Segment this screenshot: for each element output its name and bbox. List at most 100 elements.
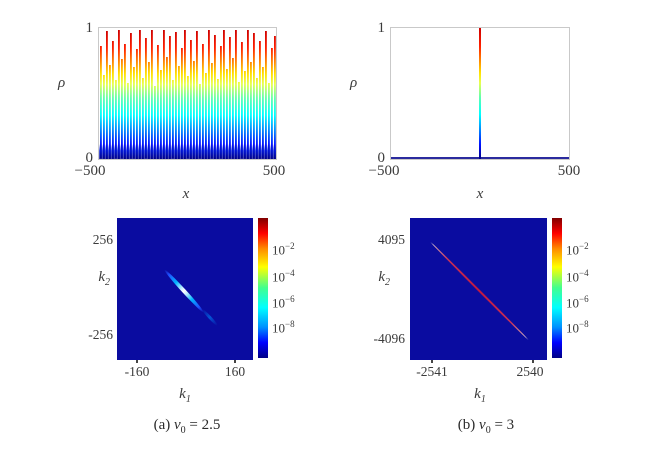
density-spike	[193, 60, 195, 159]
density-spike	[202, 43, 204, 159]
density-spike	[190, 39, 192, 159]
density-spike	[217, 79, 219, 159]
x-tick-label-neg500-a: −500	[74, 163, 106, 179]
density-spike	[175, 31, 177, 159]
y-axis-label-rho-a: ρ	[58, 75, 66, 91]
colorbar-tick-1e-8-a: 10−8	[272, 319, 295, 336]
density-spike	[178, 66, 180, 159]
y-tick-label-0-b: 0	[377, 150, 386, 166]
caption-a: (a) v0 = 2.5	[153, 417, 221, 436]
density-spike	[169, 35, 171, 159]
x-tick-mark-2540	[532, 360, 534, 363]
density-spike	[271, 47, 273, 159]
density-spike	[112, 41, 114, 159]
density-spike	[166, 56, 168, 159]
density-spike	[199, 84, 201, 159]
density-spike	[268, 83, 270, 159]
anti-diagonal-streak-faint	[201, 308, 219, 327]
density-spike	[127, 83, 129, 159]
density-spike	[259, 41, 261, 159]
density-spike	[151, 29, 153, 159]
density-spike	[130, 33, 132, 159]
anti-diagonal-streak	[162, 268, 206, 314]
density-spike	[157, 45, 159, 159]
y-axis-label-k2-left: k2	[98, 269, 110, 288]
x-tick-mark-neg2541	[431, 360, 433, 363]
colorbar-a	[258, 218, 268, 358]
x-tick-label-neg160: -160	[124, 364, 150, 379]
density-spike	[220, 46, 222, 159]
density-spike	[145, 38, 147, 159]
x-tick-mark-neg160	[136, 360, 138, 363]
colorbar-tick-1e-2-b: 10−2	[566, 241, 589, 258]
y-tick-label-4095: 4095	[378, 232, 405, 247]
density-spike	[133, 67, 135, 159]
density-spike	[238, 81, 240, 159]
x-tick-label-500-a: 500	[262, 163, 286, 179]
y-tick-label-1-a: 1	[85, 20, 94, 36]
density-spike	[172, 80, 174, 159]
density-spike	[154, 85, 156, 159]
y-axis-label-rho-b: ρ	[350, 75, 358, 91]
density-spike	[142, 77, 144, 159]
density-spike	[232, 58, 234, 159]
x-tick-label-160: 160	[224, 364, 246, 379]
density-spike	[223, 28, 225, 159]
density-spike	[250, 62, 252, 159]
density-spike	[103, 75, 105, 159]
density-spike	[181, 47, 183, 159]
colorbar-tick-1e-4-b: 10−4	[566, 268, 589, 285]
x-tick-label-neg500-b: −500	[368, 163, 400, 179]
x-tick-mark-160	[234, 360, 236, 363]
heatmap-k-space-a	[117, 218, 253, 360]
density-spike	[235, 29, 237, 159]
caption-b: (b) v0 = 3	[457, 417, 515, 436]
colorbar-b	[552, 218, 562, 358]
density-spike	[121, 59, 123, 159]
density-spike	[211, 63, 213, 159]
x-axis-label-a: x	[182, 186, 190, 202]
y-axis-label-k2-right: k2	[378, 269, 390, 288]
density-spike	[247, 28, 249, 159]
density-spike	[163, 28, 165, 159]
y-tick-label-neg256: -256	[88, 327, 113, 342]
x-tick-label-500-b: 500	[557, 163, 581, 179]
density-spike	[229, 37, 231, 159]
density-spike	[274, 35, 276, 159]
colorbar-tick-1e-8-b: 10−8	[566, 319, 589, 336]
plot-area-density-b	[390, 27, 570, 160]
colorbar-tick-1e-4-a: 10−4	[272, 268, 295, 285]
heatmap-k-space-b	[410, 218, 547, 360]
x-tick-label-2540: 2540	[516, 364, 544, 379]
density-spike	[196, 30, 198, 159]
density-spike	[244, 71, 246, 159]
density-spike	[262, 67, 264, 159]
density-spike	[205, 72, 207, 159]
colorbar-tick-1e-2-a: 10−2	[272, 241, 295, 258]
density-spike	[265, 30, 267, 159]
density-spike	[118, 28, 120, 159]
density-baseline-band-a	[99, 144, 276, 159]
y-tick-label-1-b: 1	[377, 20, 386, 36]
x-axis-label-b: x	[476, 186, 484, 202]
density-spike	[208, 28, 210, 159]
x-axis-label-k1-right: k1	[474, 386, 486, 405]
colorbar-tick-1e-6-b: 10−6	[566, 294, 589, 311]
density-spike	[106, 30, 108, 159]
density-spike	[184, 28, 186, 159]
density-spike	[109, 64, 111, 159]
y-tick-label-0-a: 0	[85, 150, 94, 166]
density-spike	[214, 34, 216, 159]
density-spike-group-a	[99, 28, 276, 159]
density-spike	[139, 28, 141, 159]
density-spike	[253, 33, 255, 159]
central-density-spike-b	[479, 28, 481, 159]
y-tick-label-neg4096: -4096	[373, 331, 406, 346]
density-spike	[241, 42, 243, 159]
density-spike	[100, 46, 102, 159]
density-spike	[136, 48, 138, 159]
y-tick-label-256: 256	[92, 232, 113, 247]
density-spike	[187, 76, 189, 159]
x-axis-label-k1-left: k1	[179, 386, 191, 405]
